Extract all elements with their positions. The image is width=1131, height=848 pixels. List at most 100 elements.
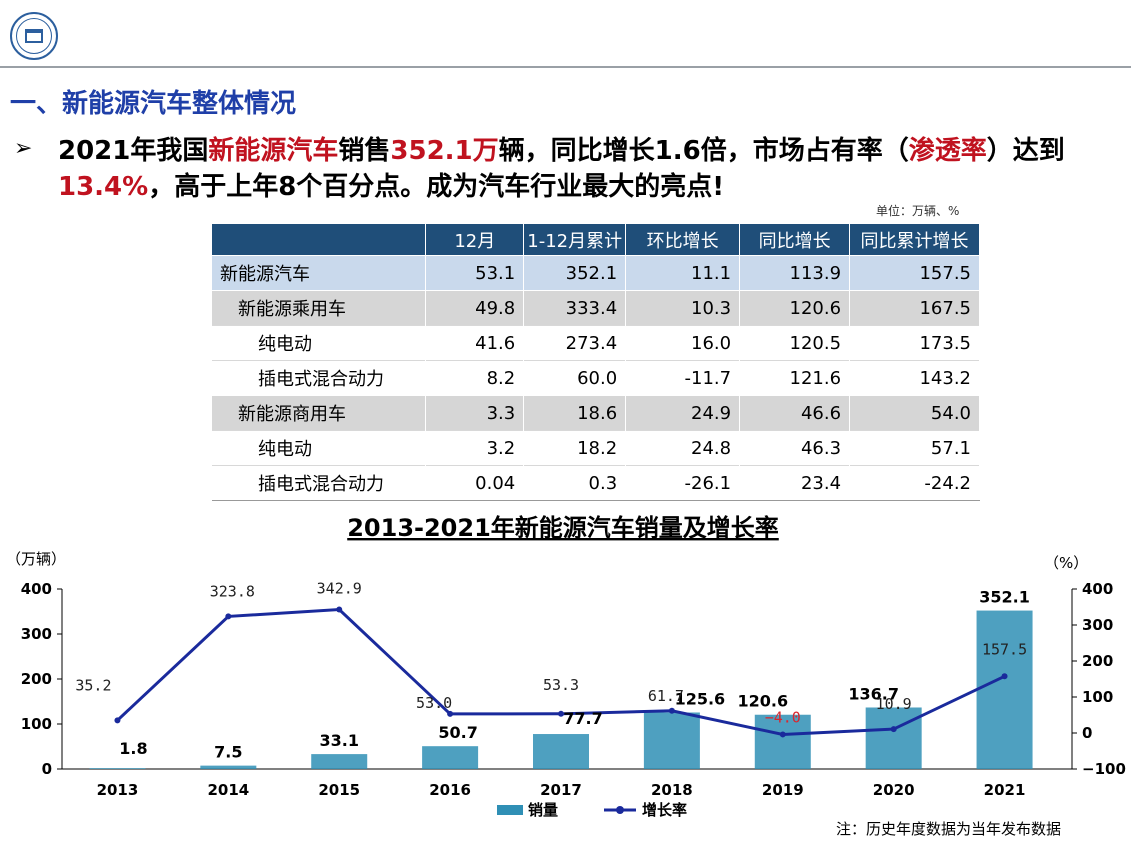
table-row-label: 纯电动 (212, 430, 427, 466)
headline-part: 辆，同比增长1.6倍，市场占有率（ (498, 136, 909, 166)
table-row-label: 纯电动 (212, 325, 427, 361)
table-cell: 24.8 (625, 430, 741, 466)
x-tick-label: 2013 (97, 781, 139, 799)
table-cell: 0.3 (523, 465, 627, 501)
y2-tick-label: 100 (1082, 688, 1113, 706)
y2-tick-label: −100 (1082, 760, 1126, 778)
legend-bar-label: 销量 (528, 801, 558, 819)
table-cell: 49.8 (425, 290, 525, 326)
sales-growth-chart: 2013-2021年新能源汽车销量及增长率 （万辆） （%） 0 100 200 300 40… (6, 514, 1126, 819)
table-cell: 333.4 (523, 290, 627, 326)
table-cell: 121.6 (739, 360, 851, 396)
table-row: 新能源乘用车 49.8 333.4 10.3 120.6 167.5 (212, 290, 980, 326)
bar-data-label: 33.1 (319, 731, 358, 750)
table-row-label: 插电式混合动力 (212, 465, 427, 501)
x-tick-label: 2015 (318, 781, 360, 799)
growth-point (447, 710, 454, 717)
bar-data-label: 50.7 (438, 723, 477, 742)
bar-data-label: 125.6 (675, 689, 726, 708)
seal-gate-icon (25, 29, 43, 43)
table-header: 12月 (425, 224, 525, 256)
table-row: 插电式混合动力 8.2 60.0 -11.7 121.6 143.2 (212, 360, 980, 396)
table-header (212, 224, 427, 256)
table-cell: 157.5 (849, 255, 980, 291)
table-cell: 24.9 (625, 395, 741, 431)
table-cell: 3.3 (425, 395, 525, 431)
y-tick-label: 300 (21, 625, 52, 643)
table-cell: 18.2 (523, 430, 627, 466)
line-data-label: 157.5 (982, 640, 1027, 658)
line-data-label: 53.0 (416, 694, 452, 712)
y2-tick-label: 200 (1082, 652, 1113, 670)
table-cell: 173.5 (849, 325, 980, 361)
table-cell: 11.1 (625, 255, 741, 291)
table-row-label: 插电式混合动力 (212, 360, 427, 396)
legend-bar-swatch (497, 805, 523, 815)
growth-point (114, 717, 121, 724)
bar-data-label: 120.6 (737, 692, 788, 711)
bar (533, 734, 589, 769)
y-tick-label: 200 (21, 670, 52, 688)
chart-footnote: 注：历史年度数据为当年发布数据 (836, 820, 1062, 838)
header-divider (0, 66, 1131, 68)
bar-data-label: 77.7 (563, 709, 602, 728)
table-cell: 10.3 (625, 290, 741, 326)
y2-tick-label: 400 (1082, 580, 1113, 598)
table-row: 插电式混合动力 0.04 0.3 -26.1 23.4 -24.2 (212, 465, 980, 501)
y2-axis-label: （%） (1044, 554, 1088, 572)
bar-data-label: 7.5 (214, 743, 242, 762)
table-cell: 18.6 (523, 395, 627, 431)
table-row: 新能源商用车 3.3 18.6 24.9 46.6 54.0 (212, 395, 980, 431)
table-row-label: 新能源乘用车 (212, 290, 427, 326)
bullet-arrow-icon: ➢ (14, 136, 33, 161)
table-cell: 120.5 (739, 325, 851, 361)
x-tick-label: 2018 (651, 781, 693, 799)
table-header: 1-12月累计 (523, 224, 627, 256)
table-row: 纯电动 3.2 18.2 24.8 46.3 57.1 (212, 430, 980, 466)
growth-point (336, 606, 343, 613)
table-cell: 143.2 (849, 360, 980, 396)
line-data-label: 35.2 (75, 676, 111, 694)
growth-point (668, 707, 675, 714)
table-cell: 3.2 (425, 430, 525, 466)
headline-highlight: 新能源汽车 (208, 136, 339, 166)
line-data-label: 342.9 (317, 580, 362, 598)
headline-highlight: 13.4% (58, 172, 149, 202)
bar (865, 707, 922, 769)
table-cell: 41.6 (425, 325, 525, 361)
bar-data-label: 136.7 (848, 684, 899, 703)
line-data-label: 10.9 (876, 695, 912, 713)
table-cell: 46.3 (739, 430, 851, 466)
line-data-label: −4.0 (765, 708, 801, 726)
y-tick-label: 0 (42, 760, 52, 778)
headline-text: 2021年我国新能源汽车销售352.1万辆，同比增长1.6倍，市场占有率（渗透率… (58, 133, 1128, 205)
table-cell: 167.5 (849, 290, 980, 326)
bar-data-label: 352.1 (979, 588, 1030, 607)
bar (311, 754, 368, 769)
chart-title: 2013-2021年新能源汽车销量及增长率 (347, 514, 779, 542)
seal-inner-ring (16, 18, 52, 54)
x-tick-label: 2016 (429, 781, 471, 799)
growth-point (779, 731, 786, 738)
legend-line-marker (616, 806, 624, 814)
table-cell: -11.7 (625, 360, 741, 396)
line-data-label: 323.8 (210, 582, 255, 600)
table-cell: -24.2 (849, 465, 980, 501)
legend-line-label: 增长率 (642, 801, 687, 819)
headline-highlight: 渗透率 (908, 136, 987, 166)
x-tick-label: 2017 (540, 781, 582, 799)
table-cell: 57.1 (849, 430, 980, 466)
table-cell: 23.4 (739, 465, 851, 501)
x-tick-label: 2019 (762, 781, 804, 799)
table-cell: 273.4 (523, 325, 627, 361)
sales-table: 12月 1-12月累计 环比增长 同比增长 同比累计增长 新能源汽车 53.1 35… (212, 224, 980, 501)
line-data-label: 53.3 (543, 676, 579, 694)
bar (754, 714, 811, 769)
growth-point (558, 710, 564, 717)
table-header-row: 12月 1-12月累计 环比增长 同比增长 同比累计增长 (212, 224, 980, 256)
x-tick-label: 2014 (207, 781, 249, 799)
table-header: 同比增长 (739, 224, 851, 256)
headline-part: 销售 (338, 136, 391, 166)
table-cell: 8.2 (425, 360, 525, 396)
table-header: 同比累计增长 (849, 224, 980, 256)
